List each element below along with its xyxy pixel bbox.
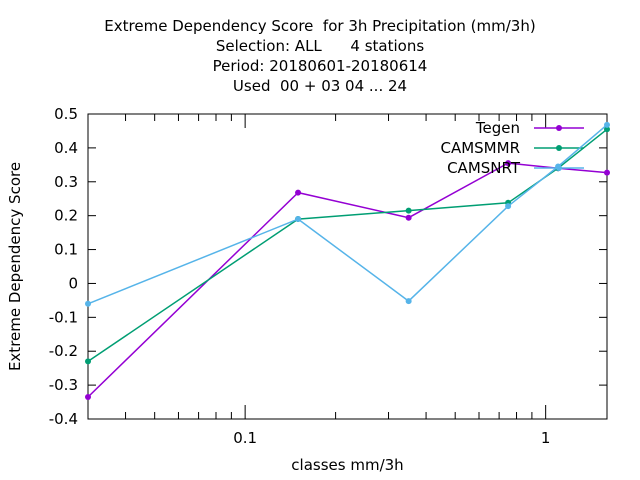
- legend-marker-camsmmr: [556, 145, 562, 151]
- y-tick-label: -0.4: [49, 410, 78, 428]
- data-point-tegen: [604, 169, 610, 176]
- chart-title-line-4: Used 00 + 03 04 ... 24: [232, 77, 408, 95]
- data-point-camsnrt: [505, 203, 512, 210]
- data-point-camsnrt: [604, 121, 610, 128]
- series-line-camsnrt: [87, 124, 608, 305]
- data-point-camsnrt: [405, 298, 412, 305]
- x-axis-label: classes mm/3h: [291, 456, 403, 474]
- y-tick-label: -0.3: [49, 376, 78, 394]
- y-tick-label: 0.2: [54, 207, 78, 225]
- y-tick-label: 0.5: [54, 105, 78, 123]
- data-point-camsnrt: [85, 300, 91, 307]
- series-line-tegen: [87, 162, 608, 398]
- y-tick-label: 0.4: [54, 139, 78, 157]
- y-tick-label: 0: [68, 274, 78, 292]
- data-point-camsmmr: [85, 358, 91, 365]
- y-tick-label: 0.3: [54, 173, 78, 191]
- chart-title-line-2: Selection: ALL 4 stations: [215, 37, 425, 55]
- legend-label-tegen: Tegen: [475, 119, 520, 137]
- data-point-camsmmr: [405, 207, 412, 214]
- y-tick-label: -0.1: [49, 308, 78, 326]
- chart-title-line-1: Extreme Dependency Score for 3h Precipit…: [104, 17, 536, 35]
- data-point-tegen: [505, 160, 512, 167]
- data-point-tegen: [405, 214, 412, 221]
- x-tick-label: 0.1: [233, 429, 257, 447]
- x-tick-label: 1: [541, 429, 551, 447]
- y-axis-label: Extreme Dependency Score: [6, 162, 24, 371]
- data-point-camsmmr: [604, 126, 610, 133]
- y-tick-label: -0.2: [49, 342, 78, 360]
- y-tick-label: 0.1: [54, 241, 78, 259]
- legend-marker-tegen: [556, 125, 562, 131]
- data-point-camsnrt: [295, 216, 302, 223]
- chart-title-line-3: Period: 20180601-20180614: [212, 57, 428, 75]
- data-point-tegen: [85, 393, 91, 400]
- legend-label-camsmmr: CAMSMMR: [440, 139, 520, 157]
- plot-border: [87, 113, 608, 420]
- data-point-tegen: [295, 189, 302, 196]
- series-line-camsmmr: [87, 128, 608, 363]
- legend-label-camsnrt: CAMSNRT: [447, 159, 521, 177]
- legend-marker-camsnrt: [556, 165, 562, 171]
